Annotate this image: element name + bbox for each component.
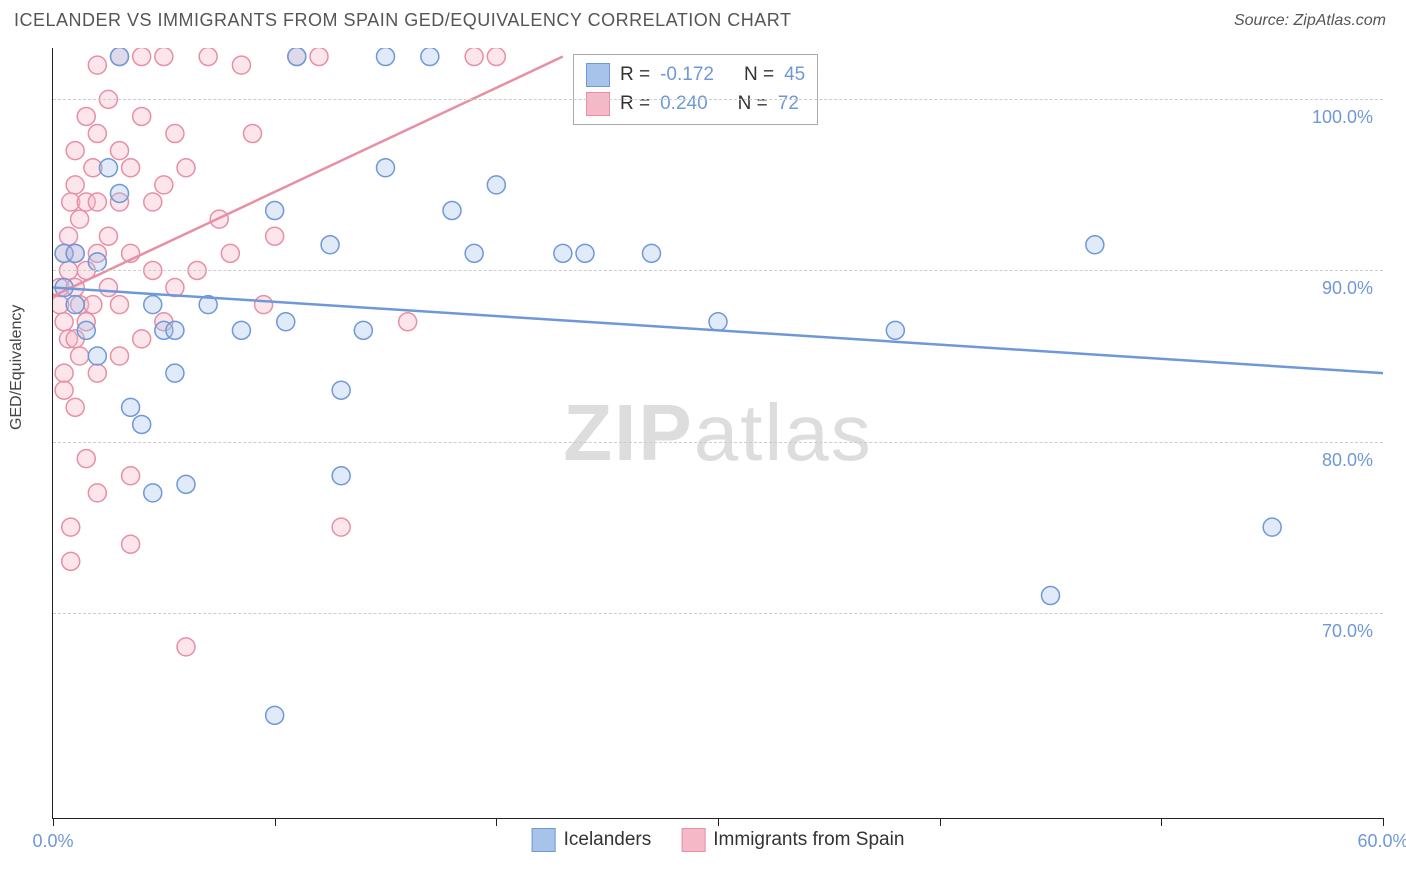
stat-r-value-icelanders: -0.172	[660, 61, 714, 90]
gridline-h	[53, 442, 1383, 443]
stat-n-value-icelanders: 45	[784, 61, 805, 90]
bottom-legend: Icelanders Immigrants from Spain	[532, 828, 905, 852]
legend-item-icelanders: Icelanders	[532, 828, 652, 852]
xtick	[53, 818, 54, 826]
chart-plot-area: ZIPatlas R = -0.172 N = 45 R = 0.240 N =…	[52, 48, 1383, 819]
ytick-label: 80.0%	[1322, 450, 1373, 471]
chart-source: Source: ZipAtlas.com	[1234, 12, 1386, 30]
xtick-label: 60.0%	[1357, 831, 1406, 852]
ytick-label: 100.0%	[1312, 107, 1373, 128]
stat-n-value-spain: 72	[778, 90, 799, 119]
xtick-label: 0.0%	[32, 831, 73, 852]
legend-label-spain: Immigrants from Spain	[713, 829, 904, 851]
stats-row-icelanders: R = -0.172 N = 45	[586, 61, 805, 90]
stats-legend-box: R = -0.172 N = 45 R = 0.240 N = 72	[573, 54, 818, 125]
stat-r-label: R =	[620, 90, 650, 119]
stat-n-label: N =	[744, 61, 774, 90]
legend-swatch-icelanders	[532, 828, 556, 852]
stat-n-label: N =	[738, 90, 768, 119]
legend-item-spain: Immigrants from Spain	[681, 828, 904, 852]
swatch-icelanders	[586, 63, 610, 87]
xtick	[718, 818, 719, 826]
stat-r-label: R =	[620, 61, 650, 90]
ytick-label: 90.0%	[1322, 278, 1373, 299]
stat-r-value-spain: 0.240	[660, 90, 708, 119]
gridline-h	[53, 99, 1383, 100]
stats-row-spain: R = 0.240 N = 72	[586, 90, 805, 119]
gridline-h	[53, 613, 1383, 614]
gridline-h	[53, 270, 1383, 271]
chart-header: ICELANDER VS IMMIGRANTS FROM SPAIN GED/E…	[0, 0, 1406, 39]
xtick	[275, 818, 276, 826]
xtick	[1161, 818, 1162, 826]
xtick	[940, 818, 941, 826]
xtick	[496, 818, 497, 826]
legend-swatch-spain	[681, 828, 705, 852]
legend-label-icelanders: Icelanders	[564, 829, 652, 851]
chart-title: ICELANDER VS IMMIGRANTS FROM SPAIN GED/E…	[14, 10, 791, 31]
swatch-spain	[586, 92, 610, 116]
xtick	[1383, 818, 1384, 826]
y-axis-label: GED/Equivalency	[8, 305, 26, 430]
ytick-label: 70.0%	[1322, 621, 1373, 642]
plot-svg	[53, 48, 1383, 818]
